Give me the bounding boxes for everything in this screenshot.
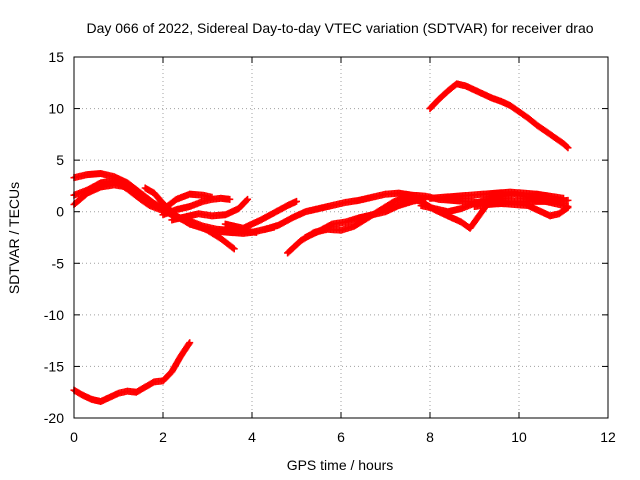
data-series [426, 80, 572, 152]
data-point [564, 144, 572, 152]
y-tick-label: 0 [56, 204, 64, 220]
data-point [230, 245, 238, 253]
axis-ticks: 0 2 4 6 8 10 12 -20 -15 -10 -5 0 5 10 15 [44, 49, 616, 445]
data-series [471, 199, 572, 220]
y-tick-label: -20 [44, 410, 64, 426]
data-series [426, 188, 567, 202]
data-series [159, 194, 234, 219]
x-axis-label: GPS time / hours [287, 457, 394, 473]
x-tick-label: 6 [337, 429, 345, 445]
y-tick-label: 15 [48, 49, 64, 65]
y-axis-label: SDTVAR / TECUs [6, 182, 22, 294]
data-point [293, 197, 300, 205]
data-point [226, 195, 234, 203]
grid [74, 57, 608, 418]
data-point [185, 340, 193, 348]
x-tick-label: 10 [511, 429, 527, 445]
data-series [221, 197, 300, 232]
data-point [186, 339, 194, 347]
data-point [243, 196, 251, 204]
y-tick-label: -5 [52, 255, 65, 271]
data-series [70, 339, 194, 405]
data-point [229, 244, 237, 252]
data-point [564, 204, 572, 212]
data-point [563, 143, 571, 151]
data-series [70, 181, 140, 208]
data-point [560, 194, 567, 202]
x-tick-label: 8 [426, 429, 434, 445]
x-tick-label: 0 [70, 429, 78, 445]
x-tick-label: 4 [248, 429, 256, 445]
data-point [564, 196, 572, 204]
y-tick-label: 5 [56, 152, 64, 168]
data-point [132, 187, 140, 195]
chart-title: Day 066 of 2022, Sidereal Day-to-day VTE… [86, 20, 593, 36]
x-tick-label: 12 [600, 429, 616, 445]
y-tick-label: -15 [44, 358, 64, 374]
data-series-group [70, 80, 572, 405]
y-tick-label: 10 [48, 101, 64, 117]
x-tick-label: 2 [159, 429, 167, 445]
y-tick-label: -10 [44, 307, 64, 323]
data-point [563, 204, 571, 212]
data-point [244, 195, 252, 203]
data-series [168, 195, 252, 224]
